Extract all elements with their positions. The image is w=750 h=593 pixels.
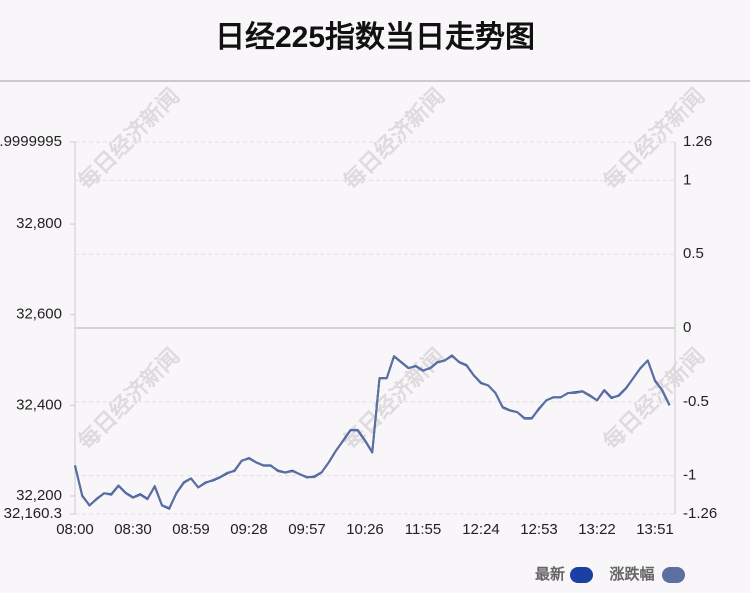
- y-tick-label: 32,980.9999995: [0, 133, 62, 150]
- y2-tick-label: -0.5: [683, 393, 709, 410]
- y2-tick-label: -1: [683, 467, 696, 484]
- y-tick-label: 32,160.3: [4, 505, 62, 522]
- y-tick-label: 32,800: [16, 215, 62, 232]
- x-tick-label: 09:28: [230, 521, 268, 538]
- y-tick-label: 32,600: [16, 306, 62, 323]
- y2-tick-label: 0.5: [683, 245, 704, 262]
- y2-tick-label: 1: [683, 171, 691, 188]
- x-tick-label: 08:59: [172, 521, 210, 538]
- legend-label: 最新: [535, 565, 565, 583]
- x-tick-label: 11:55: [405, 521, 441, 538]
- x-tick-label: 12:53: [520, 521, 558, 538]
- y2-tick-label: 1.26: [683, 133, 712, 150]
- x-tick-label: 08:30: [114, 521, 152, 538]
- x-tick-label: 10:26: [346, 521, 384, 538]
- x-tick-label: 08:00: [56, 521, 94, 538]
- y2-tick-label: 0: [683, 319, 691, 336]
- chart-title: 日经225指数当日走势图: [215, 20, 535, 54]
- series-line: [74, 355, 671, 510]
- y2-tick-label: -1.26: [683, 505, 717, 522]
- y-tick-label: 32,200: [16, 487, 62, 504]
- x-tick-label: 12:24: [462, 521, 500, 538]
- y-tick-label: 32,400: [16, 396, 62, 413]
- watermark: 每日经济新闻: [338, 83, 449, 194]
- watermark: 每日经济新闻: [73, 343, 184, 454]
- x-tick-label: 13:22: [578, 521, 616, 538]
- legend-swatch: [662, 567, 685, 583]
- watermark: 每日经济新闻: [73, 83, 184, 194]
- x-tick-label: 13:51: [636, 521, 674, 538]
- legend-label: 涨跌幅: [609, 565, 654, 583]
- legend-swatch: [570, 567, 593, 583]
- x-tick-label: 09:57: [288, 521, 326, 538]
